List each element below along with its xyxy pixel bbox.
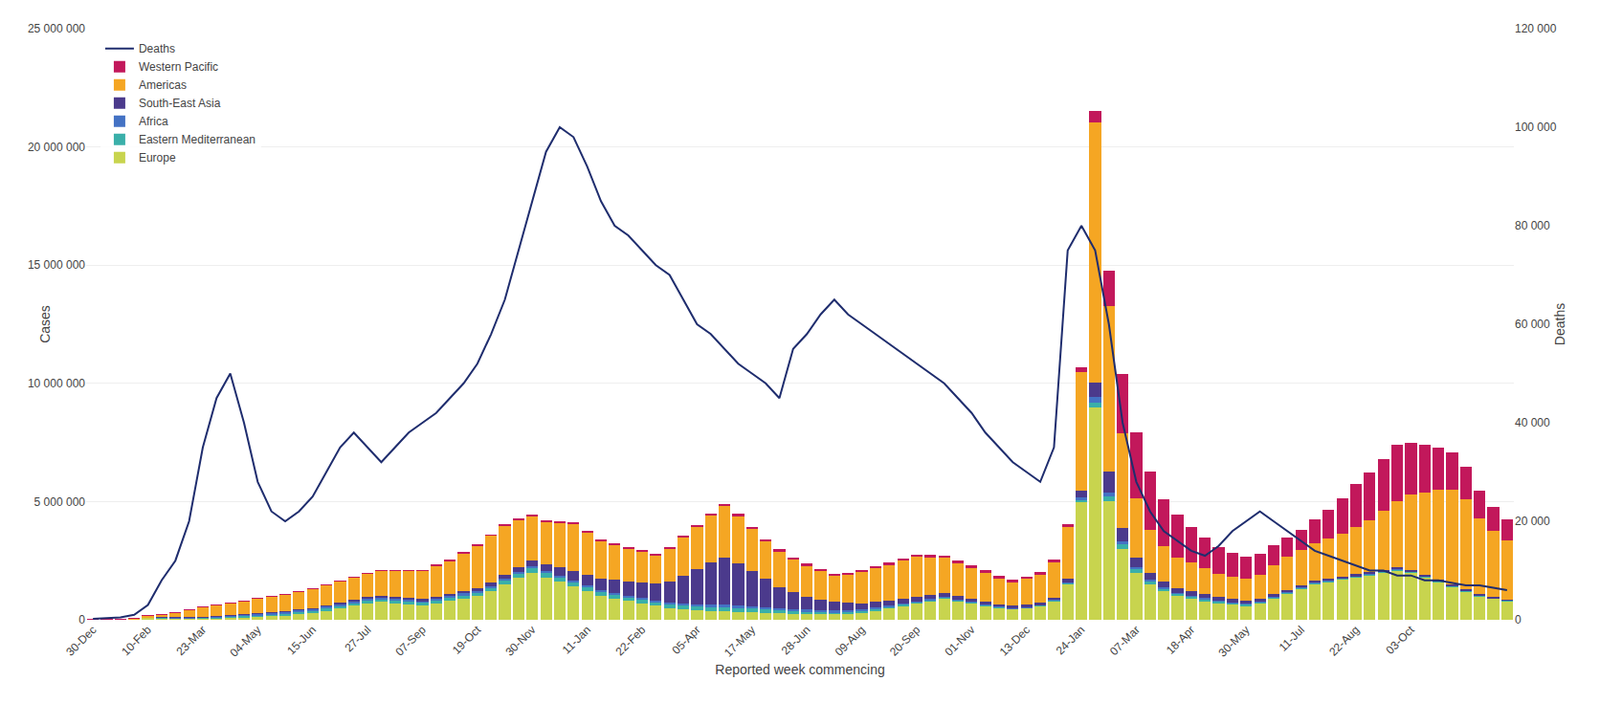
svg-text:80 000: 80 000 xyxy=(1514,219,1551,233)
svg-text:17-May: 17-May xyxy=(721,622,758,660)
svg-text:22-Aug: 22-Aug xyxy=(1326,622,1362,659)
svg-text:20-Sep: 20-Sep xyxy=(887,622,923,659)
svg-text:0: 0 xyxy=(78,613,86,627)
svg-text:09-Aug: 09-Aug xyxy=(832,622,868,659)
svg-text:22-Feb: 22-Feb xyxy=(613,622,649,659)
svg-text:60 000: 60 000 xyxy=(1514,317,1551,332)
svg-text:20 000 000: 20 000 000 xyxy=(27,140,86,155)
svg-text:120 000: 120 000 xyxy=(1514,22,1557,36)
svg-text:18-Apr: 18-Apr xyxy=(1163,622,1198,657)
svg-text:07-Sep: 07-Sep xyxy=(393,622,429,659)
svg-text:05-Apr: 05-Apr xyxy=(668,622,703,657)
svg-text:23-Mar: 23-Mar xyxy=(174,622,210,659)
svg-text:11-Jul: 11-Jul xyxy=(1276,622,1308,654)
svg-text:15 000 000: 15 000 000 xyxy=(27,258,86,272)
svg-text:28-Jun: 28-Jun xyxy=(778,622,814,658)
svg-text:15-Jun: 15-Jun xyxy=(284,622,319,658)
svg-text:30-May: 30-May xyxy=(1215,622,1252,660)
svg-text:11-Jan: 11-Jan xyxy=(559,622,594,657)
svg-text:Americas: Americas xyxy=(138,78,187,92)
svg-text:Europe: Europe xyxy=(138,151,177,165)
svg-text:01-Nov: 01-Nov xyxy=(941,622,978,659)
svg-text:Western Pacific: Western Pacific xyxy=(138,60,219,74)
svg-text:South-East Asia: South-East Asia xyxy=(138,96,222,111)
svg-text:30-Dec: 30-Dec xyxy=(63,622,99,659)
svg-text:13-Dec: 13-Dec xyxy=(997,622,1033,659)
svg-text:Deaths: Deaths xyxy=(138,42,176,56)
svg-text:40 000: 40 000 xyxy=(1514,416,1551,430)
svg-text:24-Jan: 24-Jan xyxy=(1053,622,1089,658)
svg-text:10-Feb: 10-Feb xyxy=(118,622,155,659)
svg-text:07-Mar: 07-Mar xyxy=(1107,622,1143,659)
svg-text:25 000 000: 25 000 000 xyxy=(27,22,86,36)
svg-text:30-Nov: 30-Nov xyxy=(502,622,538,659)
svg-text:20 000: 20 000 xyxy=(1514,514,1551,529)
svg-text:5 000 000: 5 000 000 xyxy=(34,495,87,510)
svg-text:Deaths: Deaths xyxy=(1552,303,1568,346)
svg-text:19-Oct: 19-Oct xyxy=(449,622,485,658)
svg-text:100 000: 100 000 xyxy=(1514,120,1557,134)
svg-text:04-May: 04-May xyxy=(226,622,264,660)
svg-text:Africa: Africa xyxy=(138,114,169,129)
svg-text:Eastern Mediterranean: Eastern Mediterranean xyxy=(138,133,256,147)
svg-text:Reported week commencing: Reported week commencing xyxy=(714,662,885,678)
svg-text:10 000 000: 10 000 000 xyxy=(27,377,86,391)
svg-text:27-Jul: 27-Jul xyxy=(341,622,374,655)
svg-text:Cases: Cases xyxy=(37,305,53,344)
svg-text:03-Oct: 03-Oct xyxy=(1382,622,1418,658)
svg-text:0: 0 xyxy=(1514,613,1522,627)
